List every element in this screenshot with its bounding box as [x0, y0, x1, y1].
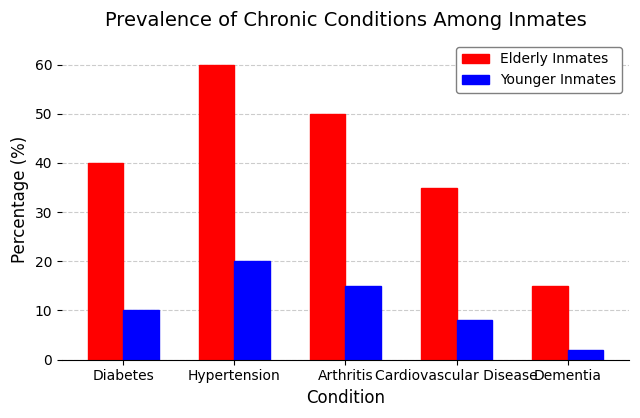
Bar: [456, 320, 492, 359]
Bar: [346, 286, 381, 359]
Bar: [310, 114, 346, 359]
Bar: [421, 188, 456, 359]
Bar: [88, 163, 124, 359]
Bar: [199, 65, 234, 359]
Bar: [532, 286, 568, 359]
Bar: [568, 350, 603, 359]
Legend: Elderly Inmates, Younger Inmates: Elderly Inmates, Younger Inmates: [456, 47, 622, 93]
Bar: [234, 261, 270, 359]
Y-axis label: Percentage (%): Percentage (%): [11, 136, 29, 263]
Bar: [124, 311, 159, 359]
Title: Prevalence of Chronic Conditions Among Inmates: Prevalence of Chronic Conditions Among I…: [104, 11, 586, 30]
X-axis label: Condition: Condition: [306, 389, 385, 407]
